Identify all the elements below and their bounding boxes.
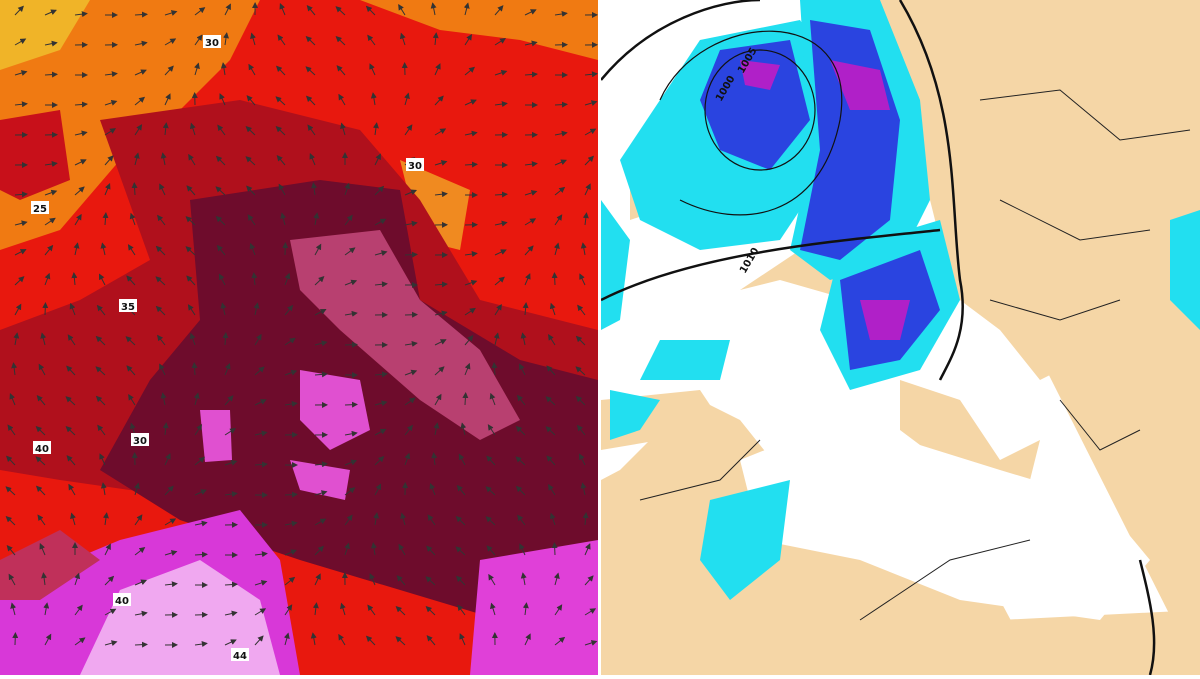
wind-arrow — [405, 254, 417, 255]
wind-arrow — [465, 393, 466, 405]
contour-label: 30 — [133, 436, 147, 447]
wind-arrow — [554, 273, 555, 285]
temperature-map: 30 30 25 35 30 40 40 44 — [0, 0, 598, 675]
contour-label: 25 — [33, 204, 47, 215]
contour-label: 35 — [121, 302, 135, 313]
contour-label: 40 — [35, 444, 49, 455]
contour-label: 40 — [115, 596, 129, 607]
contour-label: 30 — [205, 38, 219, 49]
wind-arrow — [135, 644, 147, 645]
divider — [598, 0, 601, 675]
wind-arrow — [555, 104, 567, 105]
wind-arrow — [554, 543, 555, 555]
wind-arrow — [285, 494, 297, 495]
contour-label: 30 — [408, 161, 422, 172]
contour-label: 44 — [233, 651, 247, 662]
wind-arrow — [345, 404, 357, 405]
wind-arrow — [45, 74, 57, 75]
